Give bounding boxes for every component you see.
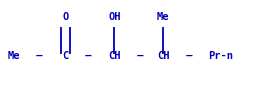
Text: Pr-n: Pr-n [208,51,234,61]
Text: Me: Me [157,12,169,23]
Text: —: — [131,51,149,61]
Text: CH: CH [157,51,169,61]
Text: O: O [62,12,69,23]
Text: Me: Me [8,51,20,61]
Text: —: — [31,51,49,61]
Text: CH: CH [108,51,121,61]
Text: C: C [62,51,69,61]
Text: —: — [180,51,198,61]
Text: OH: OH [108,12,121,23]
Text: —: — [79,51,98,61]
